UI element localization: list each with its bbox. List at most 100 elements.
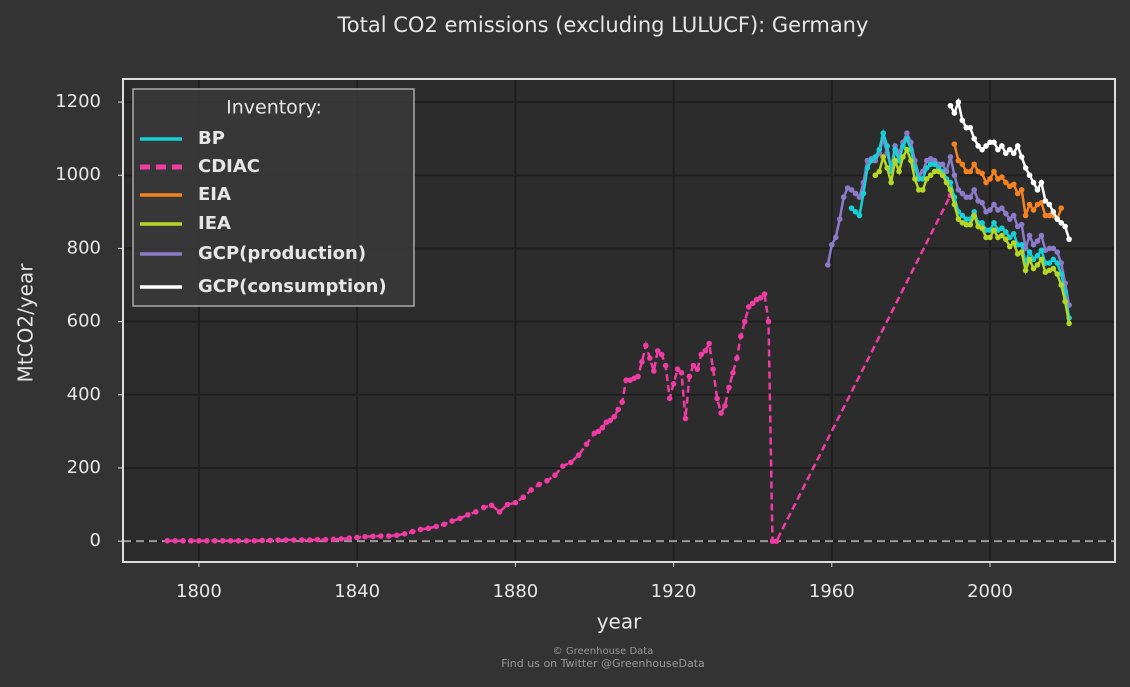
- data-point: [666, 395, 673, 402]
- data-point: [639, 359, 645, 365]
- data-point: [1058, 271, 1065, 277]
- data-point: [1026, 172, 1033, 179]
- data-point: [979, 225, 985, 232]
- data-point: [999, 225, 1005, 232]
- data-point: [955, 216, 962, 222]
- data-point: [1062, 223, 1068, 230]
- data-point: [931, 168, 938, 175]
- data-point: [1014, 190, 1021, 197]
- y-tick-label: 600: [67, 311, 101, 332]
- data-point: [1054, 271, 1061, 277]
- data-point: [496, 509, 503, 515]
- data-point: [370, 533, 376, 540]
- data-point: [840, 194, 847, 200]
- data-point: [1046, 201, 1053, 208]
- data-point: [164, 537, 171, 544]
- y-tick-label: 200: [67, 457, 101, 478]
- data-point: [1046, 260, 1053, 266]
- data-point: [872, 172, 879, 179]
- legend-label: BP: [198, 128, 225, 149]
- data-point: [963, 221, 970, 228]
- data-point: [995, 146, 1001, 153]
- data-point: [912, 176, 918, 182]
- data-point: [955, 99, 962, 105]
- data-point: [967, 124, 974, 131]
- data-point: [607, 417, 614, 424]
- data-point: [923, 165, 930, 171]
- data-point: [690, 362, 697, 369]
- data-point: [876, 168, 883, 175]
- data-point: [856, 194, 863, 200]
- data-point: [219, 537, 226, 544]
- data-point: [979, 146, 985, 153]
- data-point: [204, 537, 210, 544]
- data-point: [967, 221, 974, 228]
- data-point: [947, 102, 954, 109]
- data-point: [1034, 238, 1041, 244]
- data-point: [880, 130, 887, 136]
- data-point: [385, 533, 392, 539]
- data-point: [959, 117, 966, 124]
- x-tick-label: 1960: [809, 581, 855, 602]
- data-point: [1010, 240, 1017, 246]
- data-point: [943, 179, 950, 186]
- data-point: [1030, 207, 1037, 213]
- data-point: [971, 212, 977, 219]
- data-point: [1003, 150, 1009, 157]
- chart-title: Total CO2 emissions (excluding LULUCF): …: [337, 13, 869, 37]
- data-point: [963, 168, 970, 175]
- data-point: [1026, 232, 1033, 239]
- data-point: [769, 538, 776, 544]
- data-point: [595, 428, 602, 435]
- data-point: [848, 187, 855, 193]
- data-point: [991, 168, 997, 175]
- data-point: [757, 295, 764, 301]
- data-point: [504, 501, 511, 508]
- y-tick-label: 0: [90, 530, 101, 551]
- data-point: [836, 216, 843, 222]
- y-tick-label: 1200: [55, 91, 101, 112]
- data-point: [172, 537, 179, 544]
- data-point: [674, 366, 681, 372]
- data-point: [651, 368, 657, 374]
- data-point: [939, 172, 946, 179]
- data-point: [955, 187, 962, 193]
- data-point: [741, 318, 748, 325]
- data-point: [1042, 198, 1049, 204]
- data-point: [698, 351, 705, 358]
- data-point: [1058, 220, 1065, 226]
- data-point: [441, 521, 447, 528]
- data-point: [900, 154, 906, 160]
- data-point: [971, 161, 977, 168]
- data-point: [1058, 282, 1065, 288]
- footer: © Greenhouse Data: [553, 646, 654, 657]
- data-point: [706, 340, 712, 347]
- data-point: [1030, 241, 1037, 248]
- data-point: [520, 494, 527, 501]
- data-point: [362, 533, 368, 540]
- data-point: [860, 190, 867, 197]
- data-point: [987, 207, 993, 213]
- data-point: [979, 199, 985, 206]
- data-point: [512, 499, 519, 506]
- data-point: [943, 168, 950, 175]
- data-point: [967, 194, 974, 200]
- data-point: [745, 304, 752, 310]
- data-point: [1050, 256, 1057, 263]
- data-point: [765, 318, 772, 325]
- data-point: [916, 176, 922, 182]
- y-tick-label: 800: [67, 237, 101, 258]
- data-point: [1022, 165, 1029, 171]
- data-point: [409, 528, 416, 535]
- x-tick-label: 1840: [334, 581, 380, 602]
- data-point: [338, 536, 345, 542]
- plot-frame: [122, 78, 1116, 563]
- data-point: [718, 410, 724, 416]
- data-point: [1038, 179, 1045, 186]
- series-group: [164, 97, 1072, 544]
- data-point: [773, 538, 780, 544]
- data-point: [1034, 252, 1041, 259]
- data-point: [730, 370, 736, 376]
- data-point: [1014, 143, 1021, 149]
- data-point: [828, 241, 835, 248]
